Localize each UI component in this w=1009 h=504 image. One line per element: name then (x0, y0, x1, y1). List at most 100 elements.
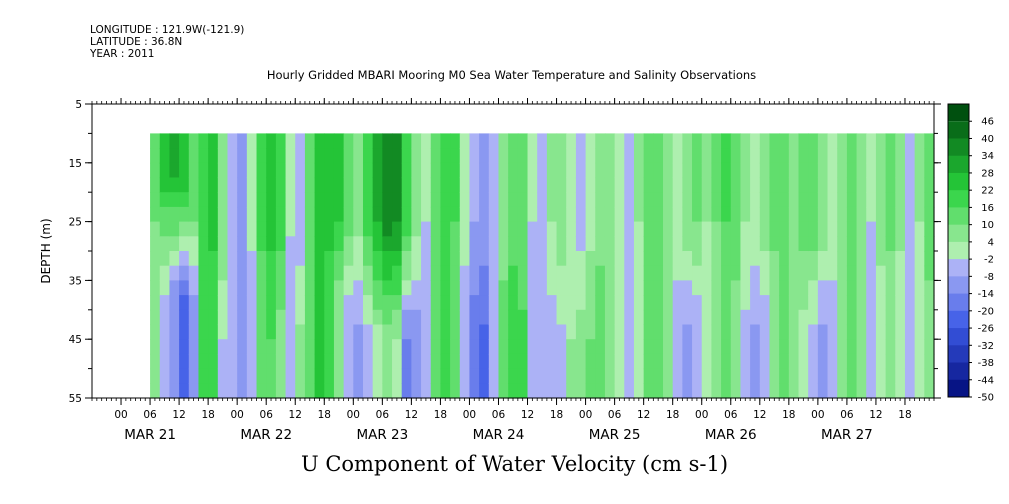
heatmap-cell (188, 236, 200, 252)
heatmap-cell (450, 368, 461, 384)
heatmap-cell (421, 324, 432, 340)
heatmap-cell (304, 206, 316, 223)
heatmap-cell (788, 206, 800, 223)
heatmap-cell (885, 353, 896, 370)
heatmap-cell (875, 295, 887, 311)
heatmap-cell (817, 324, 829, 340)
heatmap-cell (392, 221, 403, 237)
heatmap-cell (333, 148, 345, 164)
heatmap-cell (517, 251, 529, 267)
heatmap-cell (788, 251, 800, 267)
x-tick-label: 18 (201, 409, 214, 421)
heatmap-cell (450, 353, 461, 370)
heatmap-cell (266, 206, 277, 223)
heatmap-cell (353, 324, 364, 340)
heatmap-cell (701, 280, 712, 296)
heatmap-cell (256, 309, 267, 326)
heatmap-cell (527, 206, 538, 223)
heatmap-cell (208, 251, 219, 267)
x-day-label: MAR 26 (705, 427, 757, 443)
heatmap-cell (721, 162, 732, 179)
heatmap-cell (730, 353, 742, 370)
heatmap-cell (246, 148, 258, 164)
heatmap-cell (392, 251, 403, 267)
heatmap-cell (333, 368, 345, 384)
heatmap-cell (479, 148, 490, 164)
heatmap-cell (372, 339, 383, 355)
heatmap-cell (653, 148, 664, 164)
heatmap-cell (885, 162, 896, 179)
heatmap-cell (779, 383, 790, 399)
heatmap-cell (546, 353, 558, 370)
heatmap-cell (769, 236, 780, 252)
heatmap-cell (304, 236, 316, 252)
heatmap-cell (856, 192, 867, 208)
heatmap-cell (450, 206, 461, 223)
heatmap-cell (304, 133, 316, 149)
heatmap-cell (798, 383, 809, 399)
heatmap-cell (285, 309, 296, 326)
heatmap-cell (430, 324, 442, 340)
heatmap-cell (827, 162, 838, 179)
heatmap-cell (682, 236, 693, 252)
heatmap-cell (198, 280, 209, 296)
colorbar-swatch (948, 310, 969, 329)
heatmap-cell (537, 221, 548, 237)
heatmap-cell (663, 162, 674, 179)
heatmap-cell (227, 383, 238, 399)
heatmap-cell (353, 383, 364, 399)
heatmap-cell (237, 368, 248, 384)
heatmap-cell (179, 162, 190, 179)
heatmap-cell (769, 339, 780, 355)
heatmap-cell (237, 162, 248, 179)
heatmap-cell (663, 251, 674, 267)
heatmap-cell (585, 368, 596, 384)
heatmap-cell (924, 177, 935, 193)
heatmap-cell (846, 324, 858, 340)
heatmap-cell (750, 162, 761, 179)
heatmap-cell (924, 324, 935, 340)
heatmap-cell (624, 295, 635, 311)
heatmap-cell (750, 265, 761, 281)
heatmap-cell (856, 162, 867, 179)
colorbar-swatch (948, 224, 969, 243)
heatmap-cell (856, 339, 867, 355)
heatmap-cell (304, 368, 316, 384)
heatmap-cell (488, 265, 500, 281)
heatmap-cell (246, 221, 258, 237)
heatmap-cell (595, 368, 606, 384)
heatmap-cell (692, 309, 703, 326)
heatmap-cell (295, 192, 306, 208)
heatmap-cell (217, 383, 229, 399)
heatmap-cell (314, 265, 325, 281)
heatmap-cell (643, 236, 654, 252)
heatmap-cell (256, 353, 267, 370)
heatmap-cell (237, 133, 248, 149)
heatmap-cell (266, 192, 277, 208)
heatmap-cell (643, 206, 654, 223)
heatmap-cell (779, 177, 790, 193)
heatmap-cell (508, 309, 519, 326)
heatmap-cell (179, 221, 190, 237)
heatmap-cell (333, 236, 345, 252)
heatmap-cell (711, 133, 722, 149)
heatmap-cell (740, 265, 751, 281)
heatmap-cell (866, 236, 877, 252)
heatmap-cell (430, 251, 442, 267)
heatmap-cell (382, 192, 393, 208)
heatmap-cell (159, 177, 171, 193)
heatmap-cell (430, 295, 442, 311)
colorbar-label: 46 (981, 117, 994, 128)
heatmap-cell (488, 192, 500, 208)
heatmap-cell (914, 309, 925, 326)
heatmap-cell (324, 251, 335, 267)
heatmap-cell (343, 368, 354, 384)
heatmap-cell (208, 192, 219, 208)
heatmap-cell (663, 177, 674, 193)
heatmap-cell (643, 177, 654, 193)
heatmap-cell (604, 148, 616, 164)
heatmap-cell (469, 206, 480, 223)
heatmap-cell (537, 280, 548, 296)
heatmap-cell (256, 280, 267, 296)
heatmap-cell (150, 251, 161, 267)
